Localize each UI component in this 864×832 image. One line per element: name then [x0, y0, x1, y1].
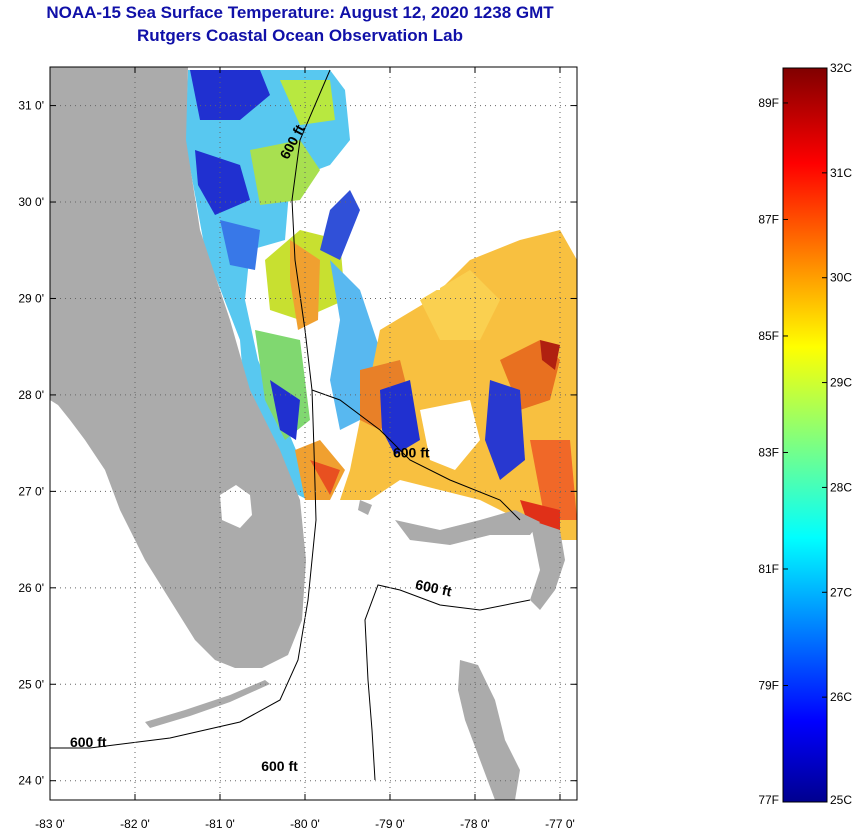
- isobath-label: 600 ft: [414, 576, 453, 599]
- abaco: [530, 520, 565, 610]
- lat-lon-grid: [50, 67, 577, 800]
- colorbar-f-label: 79F: [758, 678, 779, 692]
- colorbar-f-label: 83F: [758, 445, 779, 459]
- map-frame: [49, 66, 578, 801]
- lake-okeechobee: [220, 485, 252, 528]
- colorbar-f-label: 77F: [758, 793, 779, 807]
- colorbar-c-label: 30C: [830, 271, 852, 285]
- colorbar-f-label: 85F: [758, 329, 779, 343]
- colorbar-f-label: 81F: [758, 562, 779, 576]
- isobath-contours: [50, 69, 531, 781]
- colorbar-c-label: 32C: [830, 61, 852, 75]
- map-axes: -83 0' -82 0' -81 0' -80 0' -79 0' -78 0' -77 …: [18, 67, 577, 831]
- lat-tick-label: 29 0': [18, 291, 44, 305]
- colorbar-f-label: 87F: [758, 212, 779, 226]
- grand-bahama: [395, 510, 540, 545]
- andros: [458, 660, 520, 800]
- florida-keys: [145, 680, 270, 728]
- map-subtitle: Rutgers Coastal Ocean Observation Lab: [137, 26, 463, 45]
- lat-tick-label: 31 0': [18, 99, 44, 113]
- lat-tick-label: 28 0': [18, 388, 44, 402]
- colorbar-c-label: 31C: [830, 166, 852, 180]
- lon-tick-label: -77 0': [545, 817, 575, 831]
- colorbar-ramp: [782, 67, 828, 803]
- lon-tick-label: -79 0': [375, 817, 405, 831]
- colorbar-ticks: 32C 31C 30C 29C 28C 27C 26C 25C 89F 87F 85F 83F 81F 7…: [758, 61, 852, 807]
- lat-tick-label: 24 0': [18, 774, 44, 788]
- map-title: NOAA-15 Sea Surface Temperature: August …: [46, 3, 554, 22]
- colorbar-c-label: 25C: [830, 793, 852, 807]
- isobath-label: 600 ft: [261, 758, 298, 774]
- lat-tick-label: 26 0': [18, 581, 44, 595]
- colorbar-c-label: 26C: [830, 690, 852, 704]
- bimini: [358, 500, 372, 515]
- lon-tick-label: -82 0': [120, 817, 150, 831]
- isobath-label: 600 ft: [70, 734, 107, 750]
- lat-tick-label: 30 0': [18, 195, 44, 209]
- lat-tick-label: 27 0': [18, 484, 44, 498]
- lon-tick-label: -81 0': [205, 817, 235, 831]
- colorbar-f-label: 89F: [758, 96, 779, 110]
- colorbar-c-label: 27C: [830, 585, 852, 599]
- lon-tick-label: -78 0': [460, 817, 490, 831]
- lat-tick-label: 25 0': [18, 677, 44, 691]
- lon-tick-label: -80 0': [290, 817, 320, 831]
- colorbar-c-label: 29C: [830, 376, 852, 390]
- colorbar-c-label: 28C: [830, 480, 852, 494]
- isobath-label: 600 ft: [393, 445, 430, 461]
- lon-tick-label: -83 0': [35, 817, 65, 831]
- land: [50, 67, 565, 800]
